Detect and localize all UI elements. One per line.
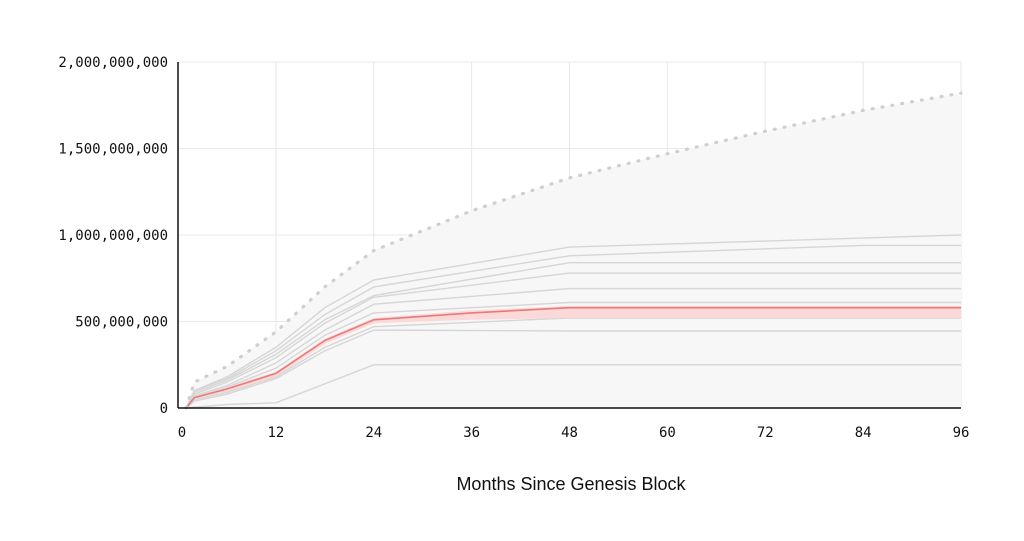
- x-tick-label: 36: [463, 425, 480, 441]
- series-line: [185, 287, 961, 409]
- x-tick-label: 84: [855, 425, 872, 441]
- y-tick-label: 1,000,000,000: [58, 228, 168, 244]
- max-supply-area: [186, 93, 961, 408]
- series-layer: [185, 234, 962, 409]
- y-tick-label: 2,000,000,000: [58, 55, 168, 71]
- x-tick-label: 24: [365, 425, 382, 441]
- y-tick-label: 500,000,000: [75, 315, 168, 331]
- y-tick-label: 1,500,000,000: [58, 142, 168, 158]
- series-line: [185, 317, 961, 409]
- series-line: [185, 272, 961, 409]
- x-tick-label: 96: [953, 425, 970, 441]
- x-tick-label: 60: [659, 425, 676, 441]
- x-tick-label: 12: [267, 425, 284, 441]
- max-supply-area-layer: [186, 93, 961, 408]
- highlight-layer: [185, 305, 961, 409]
- y-tick-labels: 0 500,000,000 1,000,000,000 1,500,000,000 2,…: [58, 55, 168, 417]
- x-tick-labels: 0 12 24 36 48 60 72 84 96: [178, 425, 970, 441]
- x-tick-label: 48: [561, 425, 578, 441]
- highlight-line: [185, 306, 961, 409]
- x-axis-label: Months Since Genesis Block: [456, 474, 686, 494]
- axis-layer: [177, 62, 961, 409]
- series-line: [185, 262, 961, 409]
- x-tick-label: 0: [178, 425, 186, 441]
- series-line: [186, 364, 961, 409]
- y-tick-label: 0: [160, 401, 168, 417]
- series-line: [185, 244, 961, 409]
- highlight-band: [186, 305, 961, 408]
- x-tick-label: 72: [757, 425, 774, 441]
- series-line: [185, 329, 961, 409]
